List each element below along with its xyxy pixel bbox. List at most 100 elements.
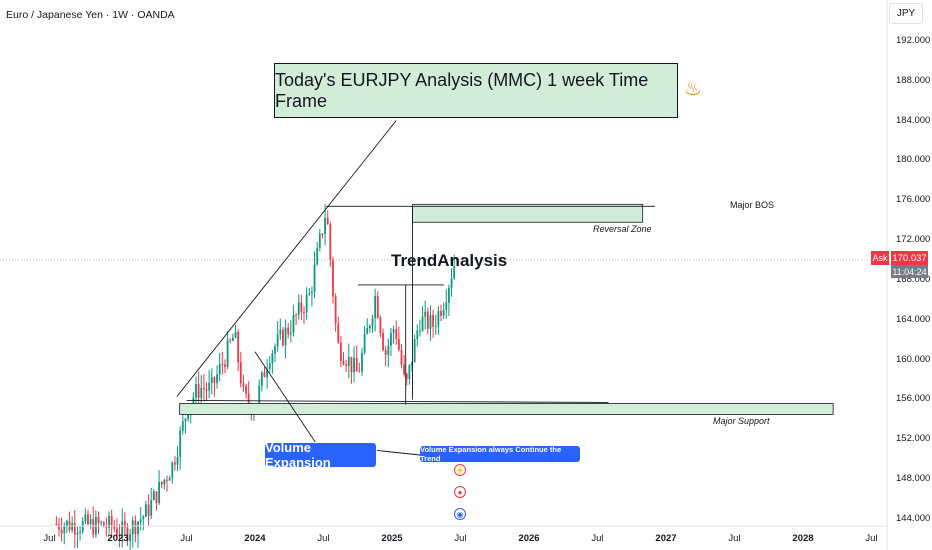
earnings-event-icon[interactable]: ◉ bbox=[454, 508, 466, 520]
major-bos-label: Major BOS bbox=[730, 200, 775, 210]
candle-body bbox=[97, 516, 100, 524]
candle-body bbox=[347, 356, 350, 366]
candle-body bbox=[224, 364, 226, 367]
candle-body bbox=[271, 353, 274, 364]
candle-body bbox=[58, 524, 60, 530]
candle-body bbox=[145, 504, 147, 517]
candle-body bbox=[202, 387, 205, 390]
candle-body bbox=[184, 419, 187, 422]
candle-body bbox=[134, 520, 137, 535]
dividend-event-icon[interactable]: ● bbox=[454, 486, 466, 498]
candle-body bbox=[100, 522, 103, 524]
candle-body bbox=[121, 521, 124, 536]
candle-body bbox=[76, 533, 79, 535]
y-tick-label: 152.000 bbox=[896, 433, 931, 445]
x-tick-label: Jul bbox=[454, 533, 467, 544]
rising-trendline bbox=[176, 120, 397, 397]
candle-body bbox=[434, 326, 437, 328]
candle-body bbox=[308, 293, 311, 295]
candle-body bbox=[263, 372, 266, 377]
candle-body bbox=[411, 362, 413, 366]
candle-body bbox=[379, 317, 382, 333]
chart-drawings bbox=[176, 120, 834, 456]
candle-body bbox=[305, 294, 308, 313]
candle-body bbox=[368, 325, 371, 329]
x-tick-label: 2024 bbox=[244, 533, 266, 544]
candle-body bbox=[442, 309, 445, 316]
candle-body bbox=[279, 329, 282, 335]
volume-expansion-callout[interactable]: Volume Expansion bbox=[264, 440, 377, 470]
candle-body bbox=[353, 358, 355, 373]
candle-body bbox=[181, 421, 184, 431]
candle-body bbox=[195, 384, 197, 398]
candle-body bbox=[116, 528, 118, 535]
candles bbox=[55, 204, 456, 550]
candle-body bbox=[245, 386, 247, 394]
candle-body bbox=[171, 462, 174, 478]
candle-body bbox=[258, 385, 261, 406]
y-tick-label: 172.000 bbox=[896, 234, 931, 246]
major-support-label: Major Support bbox=[713, 416, 770, 426]
candle-body bbox=[266, 368, 269, 377]
candle-body bbox=[284, 327, 287, 346]
candle-body bbox=[237, 331, 240, 363]
current-price-tag: 170.037 bbox=[891, 251, 928, 265]
candle-body bbox=[276, 334, 279, 347]
candle-body bbox=[395, 329, 398, 339]
candle-body bbox=[234, 331, 237, 338]
ask-label: Ask bbox=[871, 251, 889, 265]
candle-body bbox=[131, 520, 134, 535]
candle-body bbox=[166, 479, 168, 481]
candle-body bbox=[321, 233, 324, 235]
candle-body bbox=[421, 316, 424, 331]
candle-body bbox=[108, 515, 110, 528]
candle-body bbox=[142, 516, 145, 520]
candle-body bbox=[123, 521, 126, 528]
x-tick-label: Jul bbox=[180, 533, 193, 544]
candle-body bbox=[408, 365, 411, 380]
candle-body bbox=[363, 334, 366, 353]
lightning-event-icon[interactable]: ⚡ bbox=[454, 464, 466, 476]
candle-body bbox=[231, 337, 234, 341]
candle-body bbox=[376, 296, 379, 318]
candle-body bbox=[89, 519, 92, 525]
candle-body bbox=[382, 332, 384, 351]
candle-body bbox=[300, 302, 303, 313]
candle-body bbox=[247, 393, 250, 405]
candle-body bbox=[392, 329, 395, 333]
candle-body bbox=[84, 514, 87, 522]
candle-body bbox=[179, 430, 182, 457]
candle-body bbox=[403, 364, 406, 375]
candle-body bbox=[213, 377, 216, 384]
candle-body bbox=[316, 248, 319, 265]
currency-label[interactable]: JPY bbox=[889, 3, 923, 24]
candle-body bbox=[453, 266, 456, 279]
symbol-title[interactable]: Euro / Japanese Yen · 1W · OANDA bbox=[6, 9, 175, 21]
candle-body bbox=[358, 371, 361, 373]
candle-body bbox=[342, 360, 345, 365]
volume-arrow-line bbox=[254, 351, 319, 447]
support-guide-line bbox=[186, 400, 609, 403]
major-support-zone bbox=[179, 403, 834, 415]
y-tick-label: 160.000 bbox=[896, 353, 931, 365]
candle-body bbox=[426, 311, 429, 329]
volume-expansion-note[interactable]: Volume Expansion always Continue the Tre… bbox=[420, 445, 580, 463]
candle-body bbox=[303, 312, 305, 314]
candle-body bbox=[92, 519, 95, 535]
x-tick-label: Jul bbox=[317, 533, 330, 544]
candle-body bbox=[221, 363, 224, 365]
y-tick-label: 156.000 bbox=[896, 393, 931, 405]
candle-body bbox=[450, 278, 453, 288]
candle-body bbox=[448, 287, 450, 303]
candle-body bbox=[274, 346, 276, 354]
x-tick-label: Jul bbox=[43, 533, 56, 544]
candle-body bbox=[229, 340, 232, 342]
x-tick-label: Jul bbox=[728, 533, 741, 544]
fire-icon: ♨ bbox=[684, 78, 702, 100]
y-tick-label: 180.000 bbox=[896, 154, 931, 166]
candle-body bbox=[311, 291, 313, 294]
candle-body bbox=[152, 491, 155, 500]
candle-body bbox=[113, 526, 116, 529]
candle-body bbox=[297, 302, 300, 315]
